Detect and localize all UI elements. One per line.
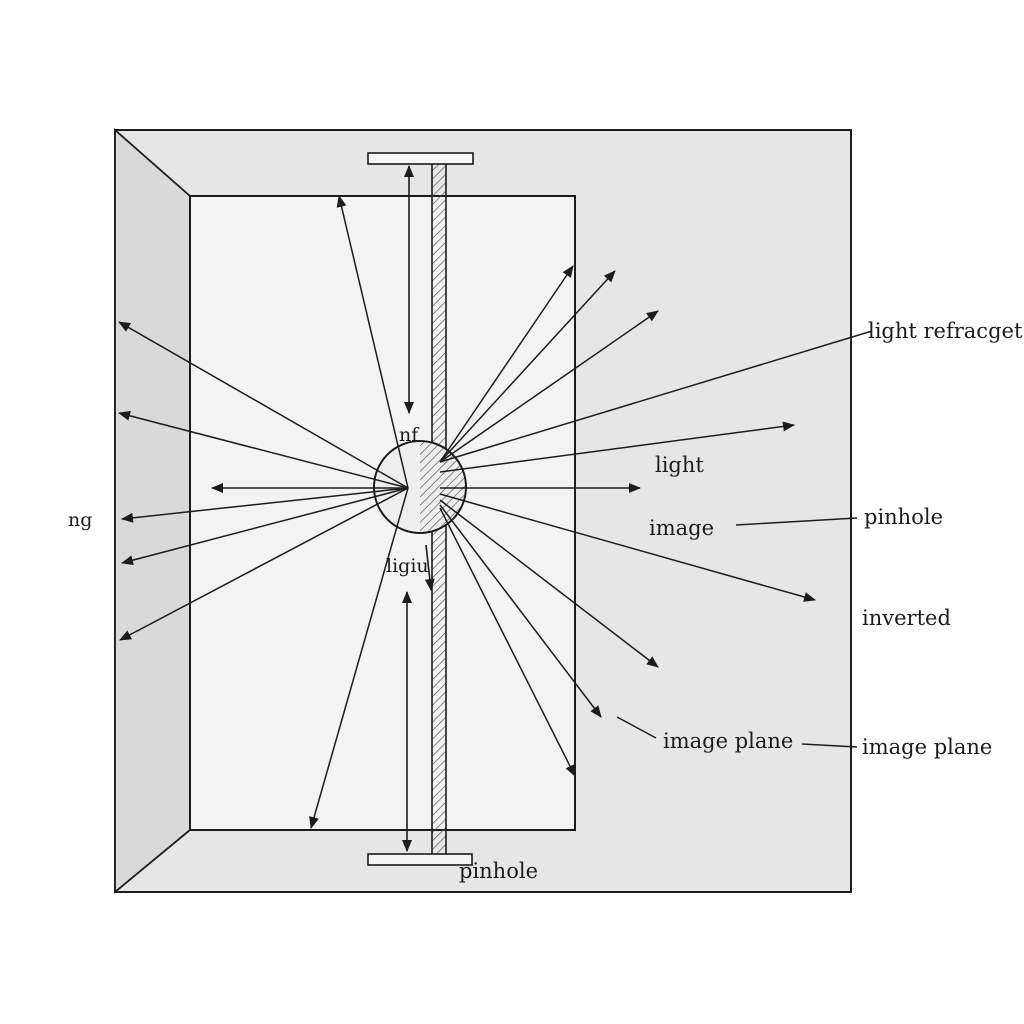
label-image: image <box>649 516 714 540</box>
light-ray <box>119 487 409 641</box>
left-bevel-wall <box>114 128 191 894</box>
light-ray <box>439 265 574 463</box>
light-ray <box>439 421 795 473</box>
light-ray <box>439 493 816 602</box>
label-inverted: inverted <box>862 606 951 630</box>
label-image-plane-right: image plane <box>862 735 992 759</box>
leader-line-pinhole <box>735 517 858 526</box>
label-nf: nf <box>399 424 420 446</box>
light-ray <box>309 487 409 829</box>
dimension-arrows <box>402 165 435 852</box>
light-ray <box>121 487 409 566</box>
light-ray <box>439 310 659 463</box>
light-ray <box>439 504 602 718</box>
light-ray <box>121 487 409 523</box>
light-ray <box>439 270 616 463</box>
leader-line-image-plane-left <box>616 716 657 739</box>
label-pinhole-right: pinhole <box>864 505 943 529</box>
barrier-top-cap <box>367 152 474 165</box>
light-ray <box>118 410 409 489</box>
lens-down-arrow <box>424 544 435 591</box>
light-ray <box>336 195 409 489</box>
light-ray <box>439 330 873 463</box>
label-light-refracget: light refracget <box>868 319 1023 343</box>
pinhole-lens-outline <box>373 440 467 534</box>
label-leaders <box>616 517 858 748</box>
label-ligiu: ligiu <box>386 555 429 577</box>
leader-line-image-plane-right <box>801 743 858 748</box>
label-light: light <box>655 453 704 477</box>
light-rays <box>118 195 873 829</box>
label-image-plane-mid: image plane <box>663 729 793 753</box>
light-ray <box>439 499 659 668</box>
barrier-bottom-cap <box>367 853 473 866</box>
light-ray <box>118 321 409 489</box>
light-ray <box>439 507 576 777</box>
label-pinhole-bottom: pinhole <box>459 859 538 883</box>
pinhole-lens-hatch <box>420 441 466 533</box>
label-ng: ng <box>68 509 92 531</box>
